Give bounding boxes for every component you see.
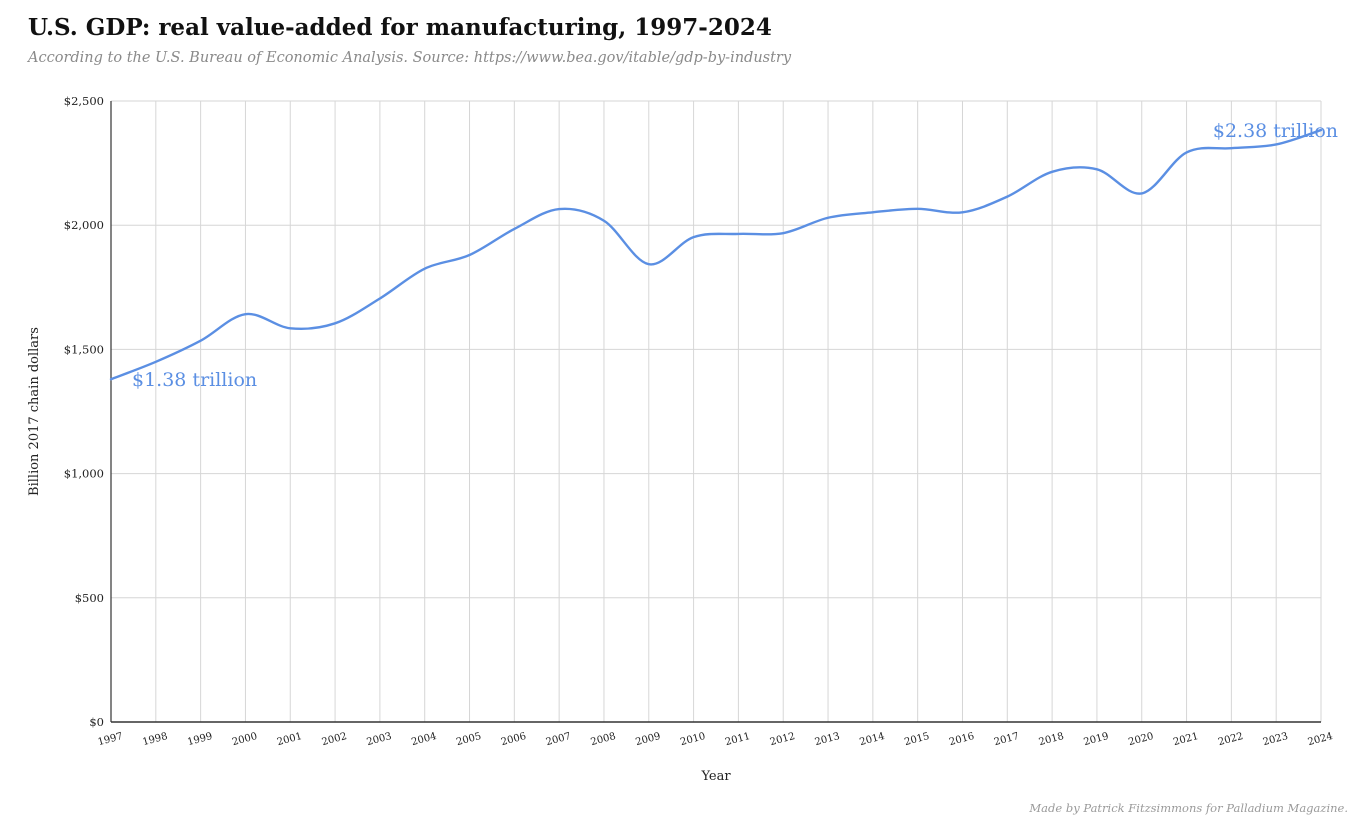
x-tick-label: 2002 <box>321 731 348 748</box>
data-point <box>468 254 470 256</box>
data-point <box>1051 171 1053 173</box>
x-tick-label: 2012 <box>769 731 796 748</box>
data-point <box>289 327 291 329</box>
data-point <box>199 340 201 342</box>
data-point <box>558 208 560 210</box>
data-point <box>916 208 918 210</box>
data-point <box>379 297 381 299</box>
series-line <box>109 128 1323 381</box>
x-tick-label: 2001 <box>276 731 303 748</box>
data-point <box>244 313 246 315</box>
y-tick-labels: $0 $500 $1,000 $1,500 $2,000 $2,500 <box>64 94 104 729</box>
y-tick-label: $0 <box>89 715 104 729</box>
x-tick-label: 2010 <box>679 731 706 748</box>
x-tick-label: 2014 <box>858 731 885 748</box>
series <box>109 128 1323 381</box>
y-tick-label: $1,500 <box>64 342 104 356</box>
x-tick-label: 2015 <box>903 731 930 748</box>
y-tick-label: $2,500 <box>64 94 104 108</box>
data-point <box>961 211 963 213</box>
annotations: $1.38 trillion $2.38 trillion <box>132 120 1338 391</box>
annotation-label: $1.38 trillion <box>132 369 257 391</box>
x-tick-label: 1997 <box>97 731 124 748</box>
x-tick-label: 2013 <box>814 731 841 748</box>
x-tick-label: 2006 <box>500 731 527 748</box>
x-axis-title: Year <box>700 769 731 784</box>
x-tick-label: 2009 <box>634 731 661 748</box>
x-tick-label: 2000 <box>231 731 258 748</box>
data-point <box>1006 195 1008 197</box>
data-point <box>1141 192 1143 194</box>
chart-title: U.S. GDP: real value-added for manufactu… <box>28 14 772 41</box>
axes <box>110 101 1321 723</box>
y-axis-title: Billion 2017 chain dollars <box>27 327 42 496</box>
y-tick-label: $2,000 <box>64 218 104 232</box>
data-point <box>513 228 515 230</box>
x-tick-labels: 1997 1998 1999 2000 2001 2002 2003 2004 2005 2006… <box>97 731 1334 748</box>
data-point <box>424 267 426 269</box>
x-tick-label: 2003 <box>366 731 393 748</box>
x-tick-label: 2016 <box>948 731 975 748</box>
x-tick-label: 1998 <box>141 731 168 748</box>
data-point <box>827 217 829 219</box>
data-point <box>334 322 336 324</box>
data-point <box>155 361 157 363</box>
x-tick-label: 2018 <box>1038 731 1065 748</box>
x-tick-label: 2019 <box>1083 731 1110 748</box>
y-tick-label: $1,000 <box>64 467 104 481</box>
y-tick-label: $500 <box>75 591 104 605</box>
data-point <box>648 263 650 265</box>
x-tick-label: 1999 <box>186 731 213 748</box>
chart-subtitle: According to the U.S. Bureau of Economic… <box>28 50 792 66</box>
x-tick-label: 2007 <box>545 731 572 748</box>
x-tick-label: 2008 <box>590 731 617 748</box>
x-tick-label: 2021 <box>1172 731 1199 748</box>
data-point <box>872 211 874 213</box>
x-tick-label: 2005 <box>455 731 482 748</box>
data-point <box>1230 147 1232 149</box>
x-tick-label: 2022 <box>1217 731 1244 748</box>
data-point <box>1275 143 1277 145</box>
data-point <box>737 233 739 235</box>
data-point <box>782 232 784 234</box>
data-point <box>603 220 605 222</box>
data-point <box>1096 168 1098 170</box>
x-tick-label: 2024 <box>1307 731 1334 748</box>
x-tick-label: 2023 <box>1262 731 1289 748</box>
data-point <box>692 236 694 238</box>
x-tick-label: 2017 <box>993 731 1020 748</box>
footer-credit: Made by Patrick Fitzsimmons for Palladiu… <box>1029 801 1348 815</box>
x-tick-label: 2020 <box>1127 731 1154 748</box>
annotation-label: $2.38 trillion <box>1213 120 1338 142</box>
data-point <box>1185 151 1187 153</box>
data-point <box>110 378 112 380</box>
x-tick-label: 2004 <box>410 731 437 748</box>
x-tick-label: 2011 <box>724 731 751 748</box>
